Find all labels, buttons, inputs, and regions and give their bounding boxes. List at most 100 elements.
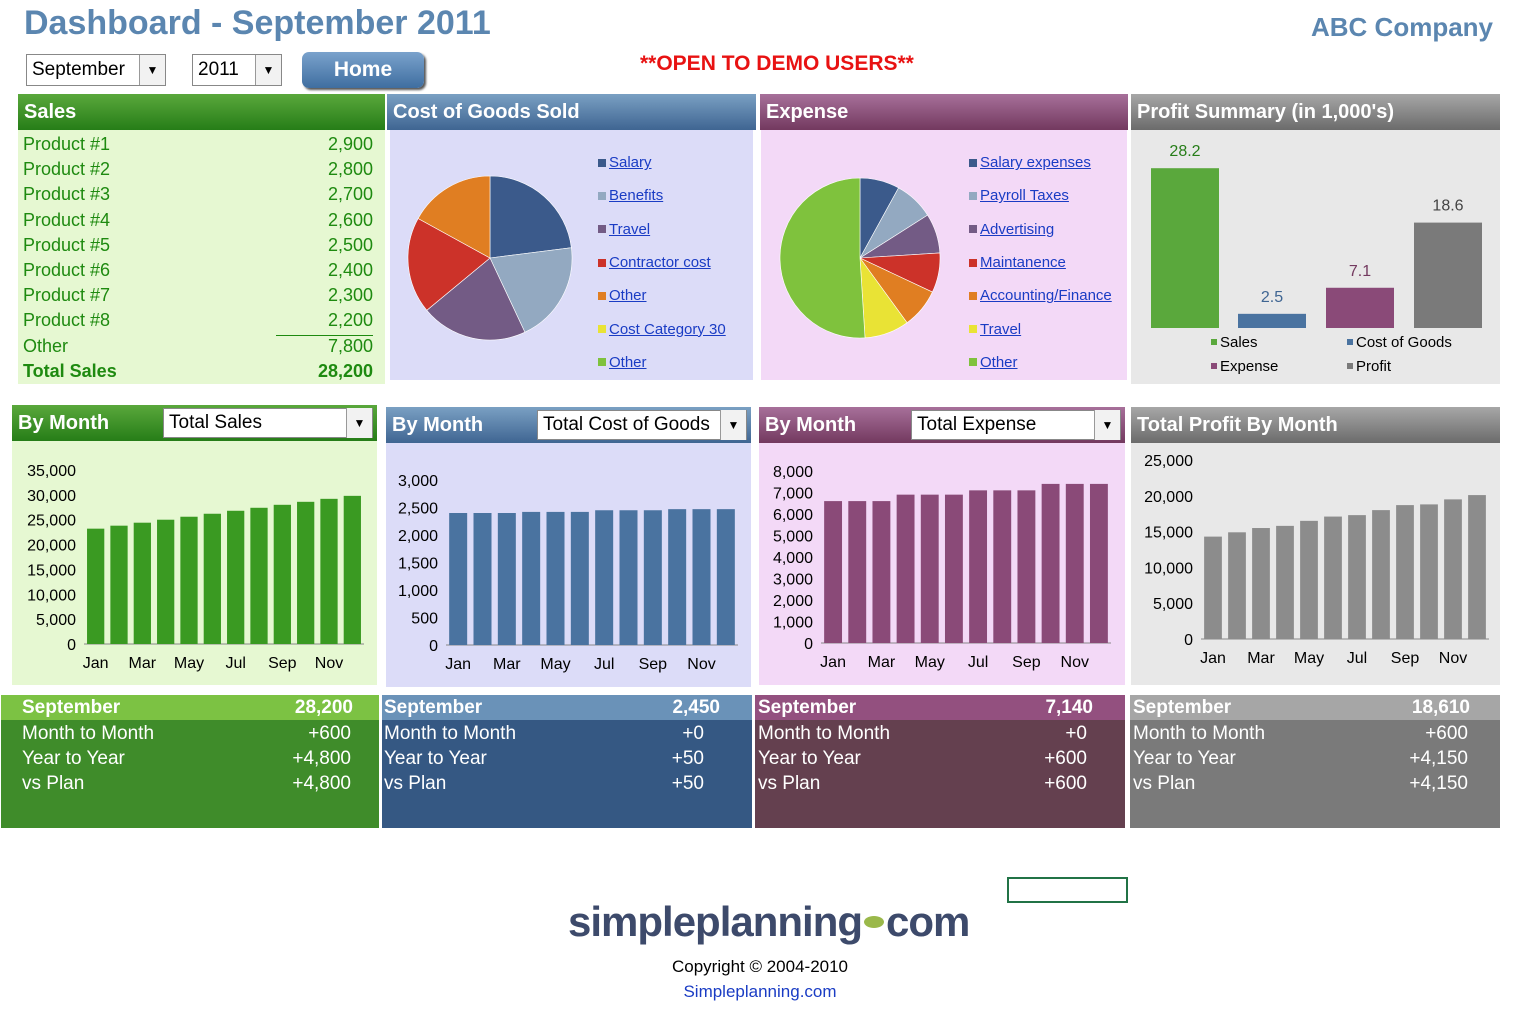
y-tick-label: 5,000 (1153, 596, 1193, 613)
legend-item[interactable]: Advertising (969, 213, 1112, 246)
legend-item[interactable]: Payroll Taxes (969, 179, 1112, 212)
sales-row: Product #5 2,500 (18, 233, 385, 258)
x-tick-label: Sep (1391, 650, 1420, 667)
stat-label: Year to Year (384, 747, 487, 769)
stat-value: 18,610 (1411, 696, 1470, 718)
footer-link[interactable]: Simpleplanning.com (683, 982, 837, 1001)
sales-total-row: Total Sales 28,200 (18, 359, 385, 384)
chevron-down-icon[interactable]: ▼ (1094, 410, 1120, 440)
summary-legend-swatch (1347, 339, 1353, 345)
x-tick-label: May (174, 655, 204, 672)
month-bar-jan (87, 528, 105, 644)
y-tick-label: 5,000 (773, 529, 813, 546)
stat-month: September (758, 696, 857, 718)
month-bar-jan (1204, 536, 1222, 639)
x-tick-label: Mar (493, 656, 521, 673)
demo-notice: **OPEN TO DEMO USERS** (640, 52, 914, 75)
month-bar-jul (595, 510, 614, 645)
chevron-down-icon[interactable]: ▼ (720, 410, 746, 440)
legend-item[interactable]: Benefits (598, 179, 726, 212)
legend-item[interactable]: Salary expenses (969, 146, 1112, 179)
y-tick-label: 20,000 (1144, 489, 1193, 506)
sales-month-select[interactable]: Total Sales ▼ (163, 408, 373, 438)
legend-item[interactable]: Travel (969, 312, 1112, 345)
month-bar-apr (522, 511, 541, 645)
y-tick-label: 2,500 (398, 501, 438, 518)
cogs-month-select[interactable]: Total Cost of Goods ▼ (537, 410, 747, 440)
legend-item[interactable]: Other (598, 346, 726, 379)
legend-item[interactable]: Salary (598, 146, 726, 179)
expense-stat-panel: September 7,140 Month to Month +0 Year to … (755, 695, 1125, 828)
sales-row-label: Other (23, 335, 69, 356)
stat-header: September 2,450 (382, 695, 752, 720)
chevron-down-icon[interactable]: ▼ (346, 408, 372, 438)
stat-value: 28,200 (294, 696, 353, 718)
home-button[interactable]: Home (302, 52, 424, 88)
sales-month-title: By Month (18, 411, 110, 434)
month-bar-may (546, 511, 565, 645)
expense-month-select-value: Total Expense (917, 414, 1037, 435)
x-tick-label: May (915, 654, 945, 671)
month-select[interactable]: September ▼ (26, 54, 166, 86)
expense-month-title: By Month (765, 413, 857, 436)
stat-label: Year to Year (758, 747, 861, 769)
stat-header: September 18,610 (1130, 695, 1500, 720)
x-tick-label: May (540, 656, 570, 673)
sales-row-label: Product #2 (23, 159, 111, 180)
expense-month-select[interactable]: Total Expense ▼ (911, 410, 1121, 440)
pie-slice-salary (489, 175, 572, 259)
sales-row-value: 2,400 (327, 260, 373, 281)
stat-row: Month to Month +0 (384, 721, 704, 746)
x-tick-label: Nov (1439, 650, 1467, 667)
summary-bar-label: 2.5 (1261, 289, 1283, 306)
sales-month-panel: By Month Total Sales ▼ 0 5,000 10,000 15,000… (12, 405, 377, 685)
legend-swatch (969, 158, 977, 167)
legend-item[interactable]: Other (598, 279, 726, 312)
stat-label: Month to Month (758, 722, 891, 744)
legend-swatch (598, 325, 606, 334)
legend-item[interactable]: Travel (598, 213, 726, 246)
chevron-down-icon[interactable]: ▼ (139, 55, 165, 85)
legend-label: Salary expenses (980, 154, 1091, 172)
legend-item[interactable]: Cost Category 30 (598, 312, 726, 345)
summary-bar (1151, 168, 1219, 328)
legend-item[interactable]: Accounting/Finance (969, 279, 1112, 312)
legend-item[interactable]: Other (969, 346, 1112, 379)
summary-bar (1326, 287, 1394, 328)
expense-chart-area: Salary expenses Payroll Taxes Advertising M… (761, 130, 1127, 380)
month-bar-mar (133, 522, 151, 644)
footer-logo[interactable]: simpleplanning com (568, 898, 970, 954)
legend-swatch (969, 191, 977, 200)
sales-row: Product #1 2,900 (18, 132, 385, 157)
cogs-month-title: By Month (392, 413, 484, 436)
chevron-down-icon[interactable]: ▼ (255, 55, 281, 85)
month-bar-mar (1252, 528, 1270, 639)
month-bar-feb (1228, 532, 1246, 639)
summary-bar-label: 18.6 (1432, 198, 1463, 215)
x-tick-label: Jul (225, 655, 245, 672)
year-select[interactable]: 2011 ▼ (192, 54, 282, 86)
legend-item[interactable]: Maintanence (969, 246, 1112, 279)
month-bar-sep (273, 504, 291, 644)
legend-swatch (598, 291, 606, 300)
stat-value: 2,450 (672, 696, 720, 718)
x-tick-label: Mar (868, 654, 896, 671)
logo-text-left: simpleplanning (568, 898, 863, 945)
profit-month-title: Total Profit By Month (1131, 407, 1500, 443)
stat-row-value: +600 (308, 722, 351, 744)
sales-row: Other 7,800 (18, 334, 385, 359)
month-bar-dec (343, 495, 361, 644)
x-tick-label: May (1294, 650, 1324, 667)
y-tick-label: 4,000 (773, 550, 813, 567)
legend-swatch (598, 258, 606, 267)
month-bar-oct (297, 501, 315, 644)
selected-cell[interactable] (1007, 877, 1128, 903)
month-bar-may (1300, 520, 1318, 639)
legend-item[interactable]: Contractor cost (598, 246, 726, 279)
sales-month-chart: 0 5,000 10,000 15,000 20,000 25,000 30,000 35,0… (27, 463, 364, 672)
legend-label: Other (980, 353, 1018, 371)
y-tick-label: 6,000 (773, 507, 813, 524)
month-bar-apr (1276, 525, 1294, 639)
legend-label: Other (609, 287, 647, 305)
sales-total-value: 28,200 (317, 360, 373, 381)
